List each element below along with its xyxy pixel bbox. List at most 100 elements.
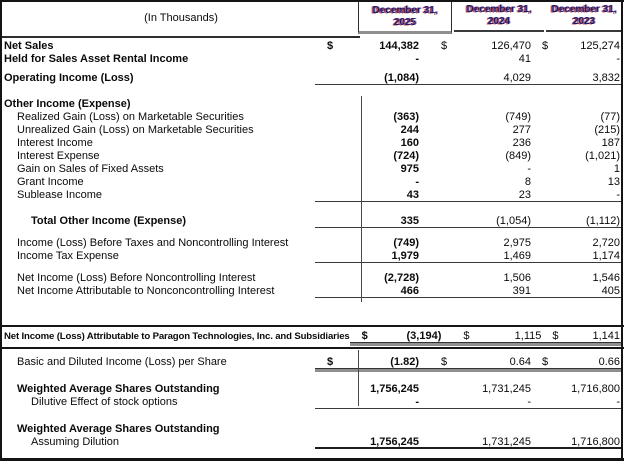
- column-header-date: December 31,: [466, 3, 532, 15]
- value: (1,054): [496, 215, 531, 227]
- heavy-divider-rule: [0, 325, 624, 327]
- table-row: Total Other Income (Expense) 335 (1,054) (1…: [2, 215, 622, 228]
- dollar-sign: $: [552, 330, 559, 342]
- column-header-date: December 31,: [551, 3, 617, 15]
- value: 1: [613, 163, 620, 175]
- value-cell: (215): [534, 124, 622, 137]
- dollar-sign: $: [463, 330, 470, 342]
- row-label: Interest Income: [17, 137, 93, 149]
- value-cell: 23: [425, 189, 534, 202]
- row-label: Other Income (Expense): [4, 98, 131, 110]
- value: 2,720: [592, 237, 620, 249]
- value-cell: (724): [315, 150, 425, 163]
- value-cell: 41: [425, 53, 534, 66]
- table-row: Assuming Dilution 1,756,245 1,731,245 1,716…: [2, 436, 622, 449]
- value-cell: (1,021): [534, 150, 622, 163]
- row-label: Total Other Income (Expense): [31, 215, 187, 227]
- row-label: Net Income Attributable to Nonconcontrol…: [17, 285, 275, 297]
- column-header-year: 2023: [572, 15, 596, 27]
- value-cell: 8: [425, 176, 534, 189]
- value: 1,756,245: [370, 383, 419, 395]
- value: 43: [406, 189, 419, 201]
- value: 1,979: [391, 250, 419, 262]
- value-cell: 405: [534, 285, 622, 298]
- row-label: Income (Loss) Before Taxes and Noncontro…: [17, 237, 289, 249]
- table-row: Sublease Income 43 23 -: [2, 189, 622, 202]
- value-cell: 43: [315, 189, 425, 202]
- value-cell: 1,506: [425, 272, 534, 285]
- table-row: Realized Gain (Loss) on Marketable Secur…: [2, 111, 622, 124]
- value-cell: [425, 423, 534, 436]
- value-cell: (1,112): [534, 215, 622, 228]
- value: (1.82): [390, 356, 419, 368]
- value-cell: 1,716,800: [534, 436, 622, 449]
- column-header-year: 2025: [393, 16, 417, 28]
- value-cell: 335: [315, 215, 425, 228]
- value: 126,470: [491, 40, 531, 52]
- dollar-sign: $: [542, 40, 549, 52]
- value-cell: 1,756,245: [315, 383, 425, 396]
- value: 1,716,800: [571, 383, 620, 395]
- value: (215): [594, 124, 620, 136]
- value: 975: [400, 163, 419, 175]
- value: (1,021): [585, 150, 620, 162]
- value-cell: -: [315, 176, 425, 189]
- table-row: Income Tax Expense 1,979 1,469 1,174: [2, 250, 622, 263]
- column-header-2025: December 31, 2025: [358, 1, 452, 34]
- value-cell: 1,469: [425, 250, 534, 263]
- column-header-2024: December 31, 2024: [454, 1, 544, 32]
- value-cell: (1,084): [315, 72, 425, 85]
- value-cell: 277: [425, 124, 534, 137]
- value-cell: 1,174: [534, 250, 622, 263]
- value-cell: (2,728): [315, 272, 425, 285]
- table-row: Dilutive Effect of stock options - - -: [2, 396, 622, 409]
- table-row: Unrealized Gain (Loss) on Marketable Sec…: [2, 124, 622, 137]
- value: 160: [400, 137, 419, 149]
- value: 236: [512, 137, 531, 149]
- value: 0.66: [598, 356, 620, 368]
- column-divider-artifact-line: [361, 96, 362, 302]
- value-cell: $0.66: [534, 356, 622, 372]
- table-border-left: [0, 0, 2, 461]
- row-label: Unrealized Gain (Loss) on Marketable Sec…: [17, 124, 254, 136]
- value-cell: [425, 98, 534, 111]
- value: (749): [505, 111, 531, 123]
- row-label: Sublease Income: [17, 189, 102, 201]
- column-header-year: 2024: [487, 15, 511, 27]
- table-row: Net Income Attributable to Nonconcontrol…: [2, 285, 622, 298]
- value-cell: -: [534, 189, 622, 202]
- value-cell: [534, 423, 622, 436]
- table-row: Weighted Average Shares Outstanding: [2, 423, 622, 436]
- row-label: Realized Gain (Loss) on Marketable Secur…: [17, 111, 244, 123]
- row-label: Net Sales: [4, 40, 54, 52]
- value: (749): [393, 237, 419, 249]
- row-label: Net Income (Loss) Before Noncontrolling …: [17, 272, 256, 284]
- value-cell: $126,470: [425, 40, 534, 53]
- value-cell: -: [534, 396, 622, 409]
- value: 244: [400, 124, 419, 136]
- value-cell: 1,979: [315, 250, 425, 263]
- value-cell: (1,054): [425, 215, 534, 228]
- row-label: Basic and Diluted Income (Loss) per Shar…: [17, 356, 227, 368]
- table-body: Net Sales $144,382 $126,470 $125,274 Held fo…: [0, 40, 624, 449]
- row-label: Grant Income: [17, 176, 84, 188]
- units-caption: (In Thousands): [2, 0, 360, 38]
- value-cell: (849): [425, 150, 534, 163]
- value-cell: -: [534, 53, 622, 66]
- value: -: [415, 176, 419, 188]
- value-cell: 391: [425, 285, 534, 298]
- dollar-sign: $: [441, 40, 448, 52]
- table-content: (In Thousands) December 31, 2025 Decembe…: [0, 0, 624, 449]
- value: -: [616, 189, 620, 201]
- row-label: Gain on Sales of Fixed Assets: [17, 163, 164, 175]
- row-label: Weighted Average Shares Outstanding: [17, 423, 220, 435]
- value: (77): [600, 111, 620, 123]
- value: 277: [512, 124, 531, 136]
- heavy-divider-rule: [0, 347, 624, 349]
- dollar-sign: $: [542, 356, 549, 368]
- value: 1,756,245: [370, 436, 419, 448]
- table-row: Net Income (Loss) Before Noncontrolling …: [2, 272, 622, 285]
- table-border-bottom: [0, 458, 624, 461]
- table-row: Basic and Diluted Income (Loss) per Shar…: [2, 356, 622, 372]
- row-label: Interest Expense: [17, 150, 100, 162]
